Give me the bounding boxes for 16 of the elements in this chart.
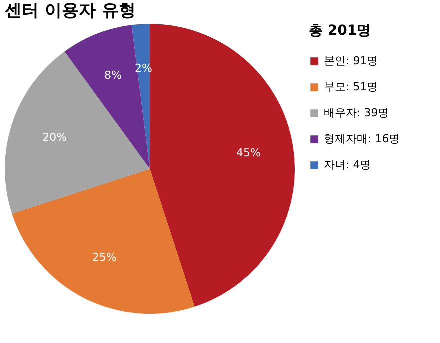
data-label: 25% (92, 251, 117, 264)
legend-label: 배우자: 39명 (324, 106, 390, 120)
legend-label: 자녀: 4명 (324, 158, 372, 172)
data-label: 20% (42, 131, 68, 144)
pie-slice (5, 52, 150, 214)
legend-title: 총 201명 (309, 23, 372, 39)
data-label: 8% (104, 69, 122, 82)
pie-slice (132, 24, 150, 169)
legend-label: 부모: 51명 (324, 80, 378, 94)
pie-slice (150, 24, 295, 307)
legend-label: 형제자매: 16명 (324, 132, 400, 146)
legend-label: 본인: 91명 (324, 54, 378, 68)
pie-slice (12, 169, 195, 314)
chart-title: 센터 이용자 유형 (5, 1, 136, 21)
pie-slice (64, 25, 150, 169)
data-label: 45% (236, 146, 261, 160)
